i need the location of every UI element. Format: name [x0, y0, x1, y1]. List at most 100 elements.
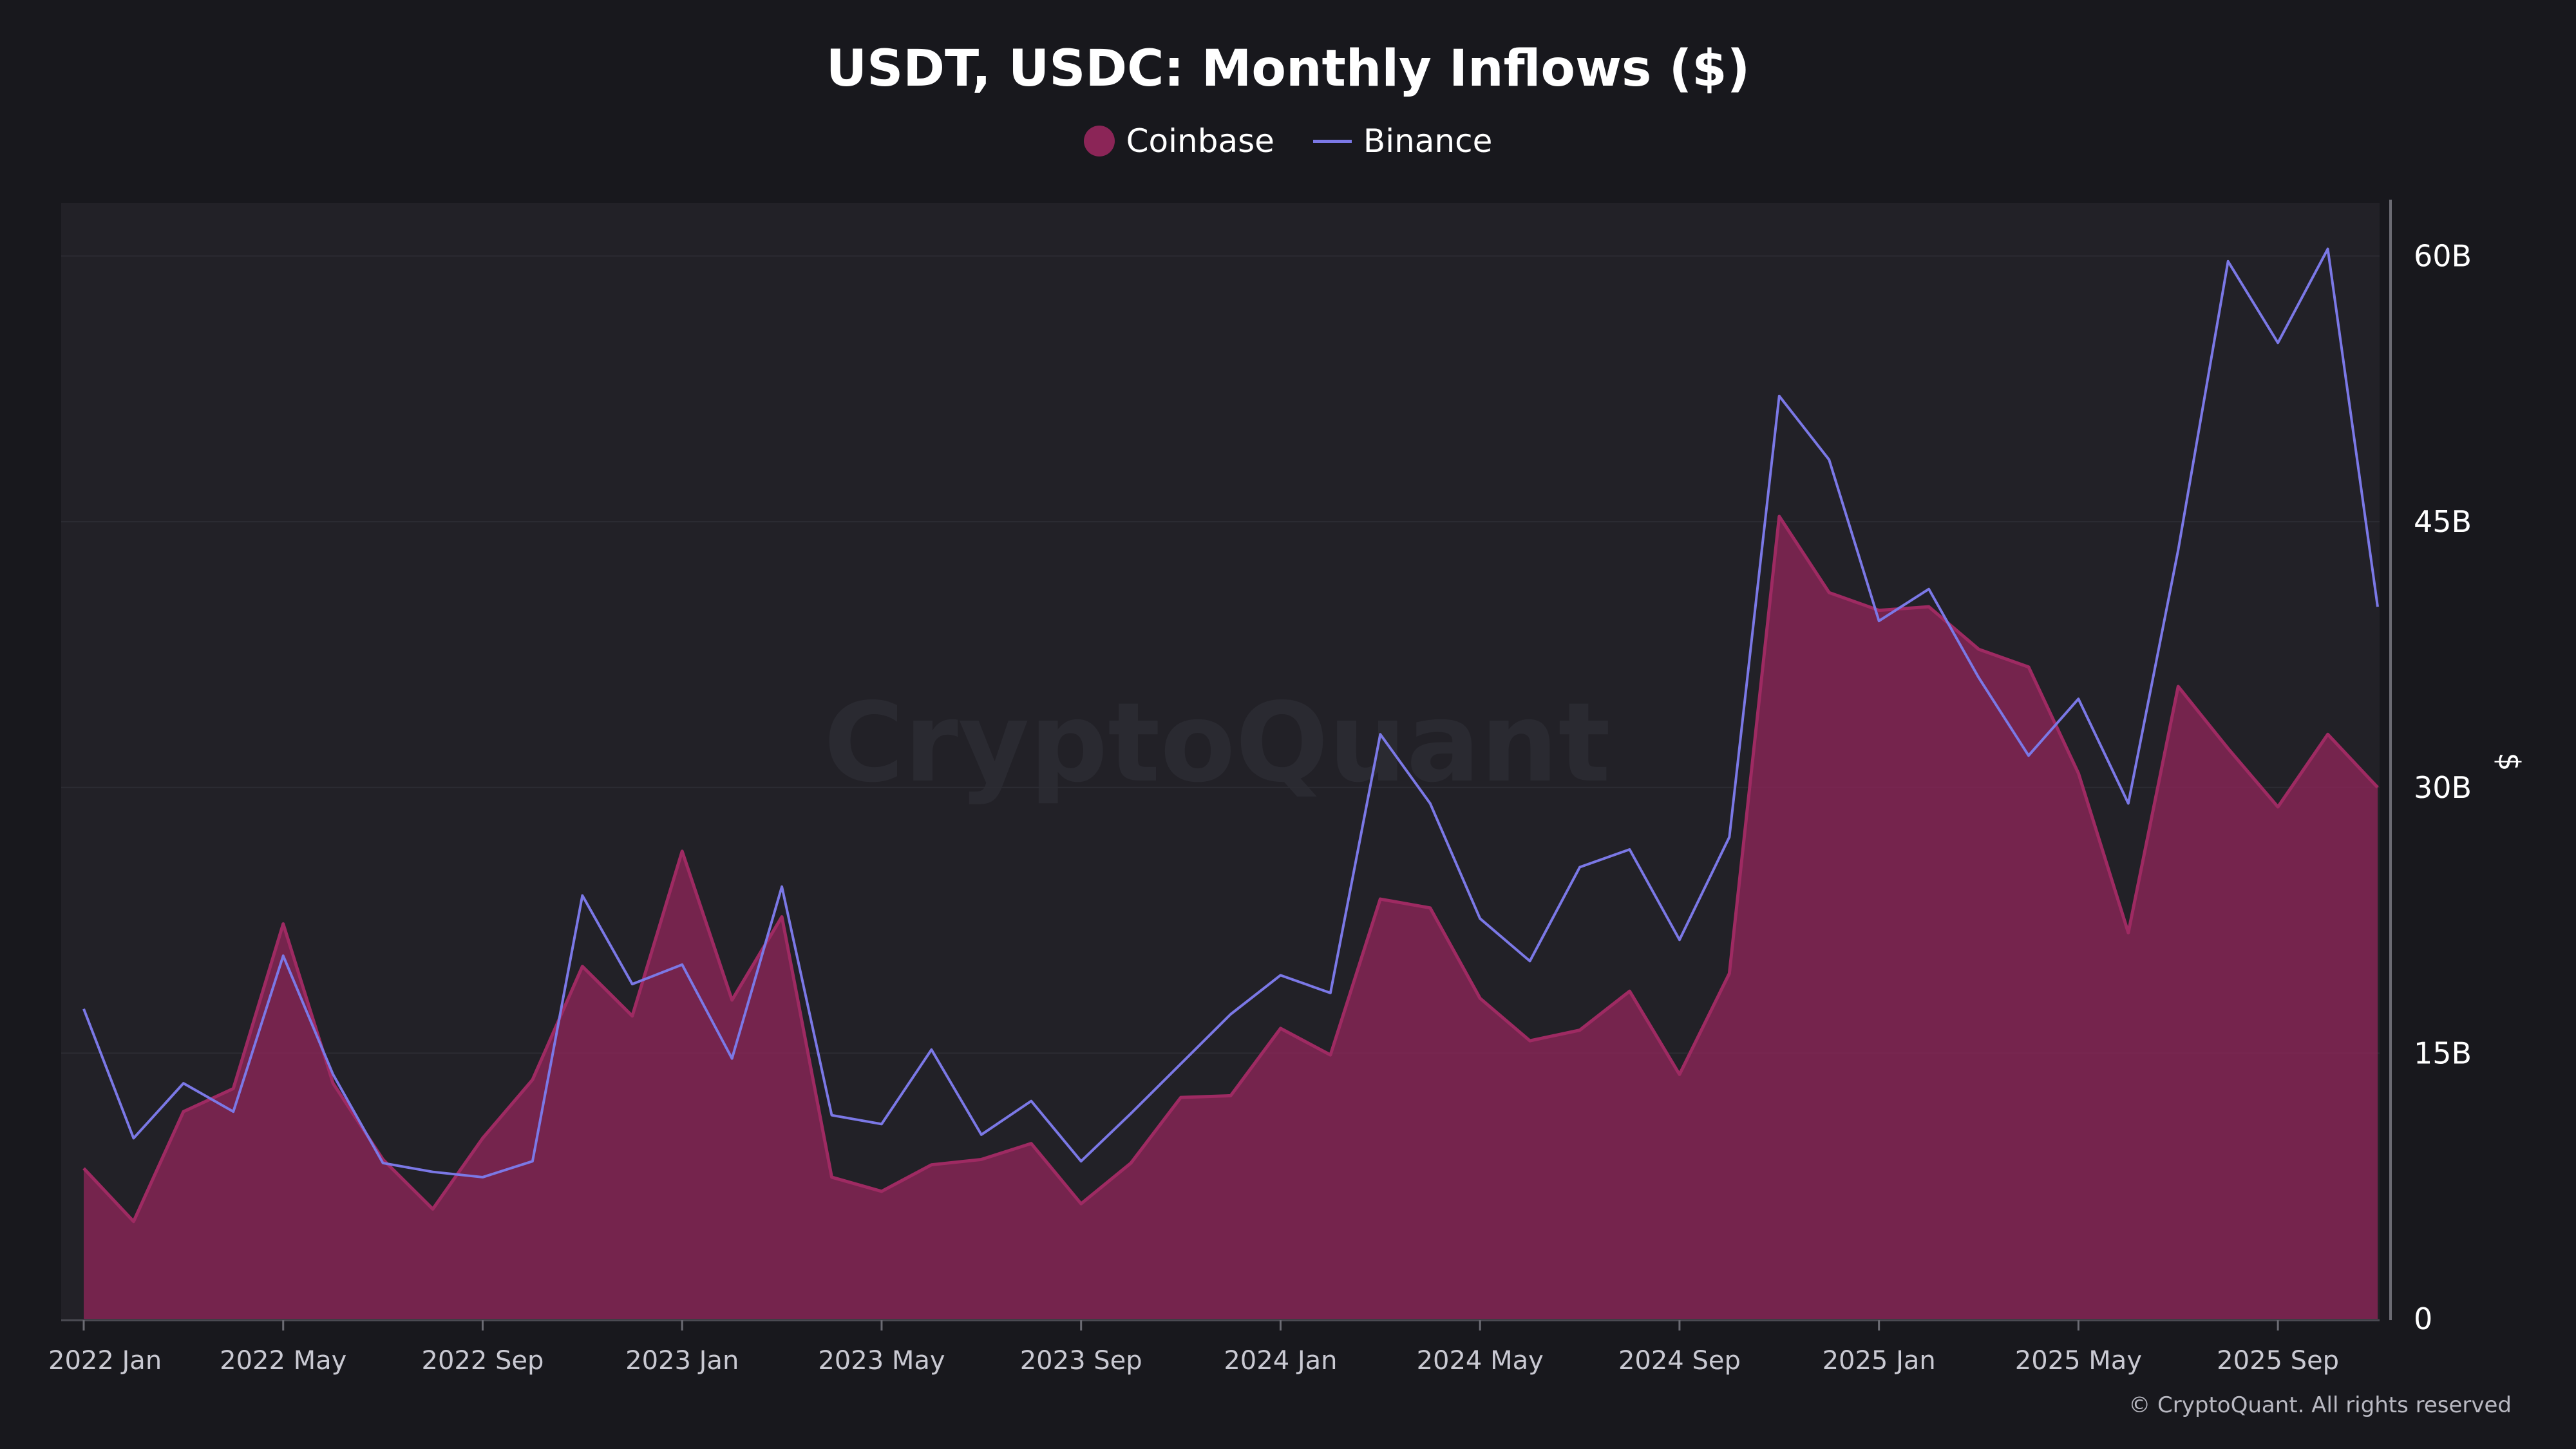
coinbase-point[interactable]	[1177, 1094, 1185, 1101]
binance-point[interactable]	[1776, 392, 1783, 400]
binance-point[interactable]	[2374, 603, 2382, 611]
binance-point[interactable]	[629, 980, 636, 988]
binance-point[interactable]	[1127, 1110, 1135, 1117]
coinbase-point[interactable]	[429, 1205, 437, 1213]
coinbase-point[interactable]	[2174, 683, 2182, 690]
coinbase-point[interactable]	[728, 996, 736, 1004]
coinbase-point[interactable]	[2374, 784, 2382, 791]
binance-point[interactable]	[180, 1079, 187, 1087]
coinbase-point[interactable]	[329, 1079, 337, 1087]
coinbase-point[interactable]	[1725, 970, 1733, 978]
binance-point[interactable]	[2274, 339, 2282, 346]
coinbase-point[interactable]	[1676, 1070, 1683, 1078]
binance-point[interactable]	[80, 1005, 88, 1013]
binance-point[interactable]	[728, 1055, 736, 1063]
coinbase-point[interactable]	[978, 1155, 985, 1163]
coinbase-point[interactable]	[1227, 1092, 1235, 1099]
coinbase-point[interactable]	[1426, 904, 1434, 912]
coinbase-point[interactable]	[1476, 994, 1484, 1002]
coinbase-point[interactable]	[878, 1188, 886, 1195]
coinbase-point[interactable]	[1625, 987, 1633, 995]
binance-point[interactable]	[1975, 674, 1983, 681]
coinbase-point[interactable]	[1925, 603, 1933, 611]
coinbase-point[interactable]	[828, 1173, 836, 1181]
binance-point[interactable]	[229, 1108, 237, 1115]
binance-point[interactable]	[1027, 1097, 1035, 1105]
binance-point[interactable]	[1576, 864, 1584, 871]
binance-point[interactable]	[2174, 546, 2182, 554]
binance-point[interactable]	[978, 1131, 985, 1139]
coinbase-point[interactable]	[2074, 770, 2082, 777]
binance-point[interactable]	[329, 1070, 337, 1078]
coinbase-point[interactable]	[180, 1108, 187, 1115]
coinbase-point[interactable]	[927, 1161, 935, 1169]
binance-line[interactable]	[82, 247, 2379, 1179]
binance-point[interactable]	[1177, 1060, 1185, 1068]
binance-point[interactable]	[578, 892, 586, 900]
coinbase-line[interactable]	[82, 515, 2379, 1224]
coinbase-point[interactable]	[80, 1164, 88, 1172]
binance-point[interactable]	[1825, 456, 1833, 464]
binance-point[interactable]	[379, 1159, 387, 1167]
coinbase-point[interactable]	[778, 913, 786, 921]
coinbase-point[interactable]	[1776, 513, 1783, 520]
coinbase-point[interactable]	[1276, 1025, 1284, 1032]
legend-item-coinbase[interactable]: Coinbase	[1083, 122, 1274, 160]
binance-point[interactable]	[478, 1173, 486, 1181]
coinbase-point[interactable]	[578, 963, 586, 971]
coinbase-point[interactable]	[1875, 607, 1883, 614]
binance-point[interactable]	[279, 952, 287, 960]
coinbase-point[interactable]	[229, 1084, 237, 1092]
coinbase-point[interactable]	[2224, 744, 2232, 752]
binance-point[interactable]	[678, 961, 686, 969]
legend: Coinbase Binance	[0, 122, 2576, 160]
coinbase-point[interactable]	[1526, 1037, 1534, 1045]
coinbase-point[interactable]	[1327, 1051, 1334, 1059]
binance-point[interactable]	[529, 1157, 536, 1165]
binance-point[interactable]	[2224, 258, 2232, 265]
binance-point[interactable]	[1276, 971, 1284, 979]
coinbase-point[interactable]	[2324, 730, 2332, 738]
binance-point[interactable]	[1526, 957, 1534, 965]
coinbase-point[interactable]	[1077, 1200, 1085, 1208]
binance-point[interactable]	[927, 1046, 935, 1054]
binance-point[interactable]	[2324, 245, 2332, 253]
binance-point[interactable]	[1376, 730, 1384, 738]
coinbase-point[interactable]	[478, 1134, 486, 1142]
binance-point[interactable]	[778, 883, 786, 891]
binance-point[interactable]	[828, 1112, 836, 1119]
coinbase-point[interactable]	[279, 920, 287, 928]
coinbase-point[interactable]	[2274, 803, 2282, 811]
coinbase-point[interactable]	[2025, 663, 2032, 671]
binance-point[interactable]	[1676, 936, 1683, 943]
binance-point[interactable]	[1227, 1010, 1235, 1018]
coinbase-point[interactable]	[129, 1218, 137, 1226]
binance-point[interactable]	[1875, 617, 1883, 625]
binance-point[interactable]	[1426, 800, 1434, 808]
binance-point[interactable]	[1077, 1157, 1085, 1165]
coinbase-point[interactable]	[1975, 645, 1983, 653]
coinbase-point[interactable]	[1127, 1159, 1135, 1167]
legend-item-binance[interactable]: Binance	[1312, 122, 1492, 160]
binance-point[interactable]	[429, 1168, 437, 1176]
coinbase-point[interactable]	[678, 848, 686, 855]
coinbase-point[interactable]	[1825, 589, 1833, 596]
coinbase-area[interactable]	[84, 516, 2378, 1319]
coinbase-point[interactable]	[629, 1012, 636, 1020]
binance-point[interactable]	[129, 1134, 137, 1142]
coinbase-point[interactable]	[1027, 1140, 1035, 1148]
binance-point[interactable]	[878, 1120, 886, 1128]
binance-point[interactable]	[2025, 752, 2032, 759]
binance-point[interactable]	[1327, 989, 1334, 997]
coinbase-point[interactable]	[2125, 929, 2132, 936]
coinbase-point[interactable]	[1376, 895, 1384, 903]
binance-point[interactable]	[1625, 846, 1633, 853]
binance-point[interactable]	[1725, 833, 1733, 841]
coinbase-point[interactable]	[529, 1076, 536, 1084]
coinbase-point[interactable]	[1576, 1027, 1584, 1034]
binance-point[interactable]	[2125, 800, 2132, 808]
binance-point[interactable]	[1925, 585, 1933, 593]
binance-point[interactable]	[2074, 695, 2082, 703]
binance-point[interactable]	[1476, 914, 1484, 922]
